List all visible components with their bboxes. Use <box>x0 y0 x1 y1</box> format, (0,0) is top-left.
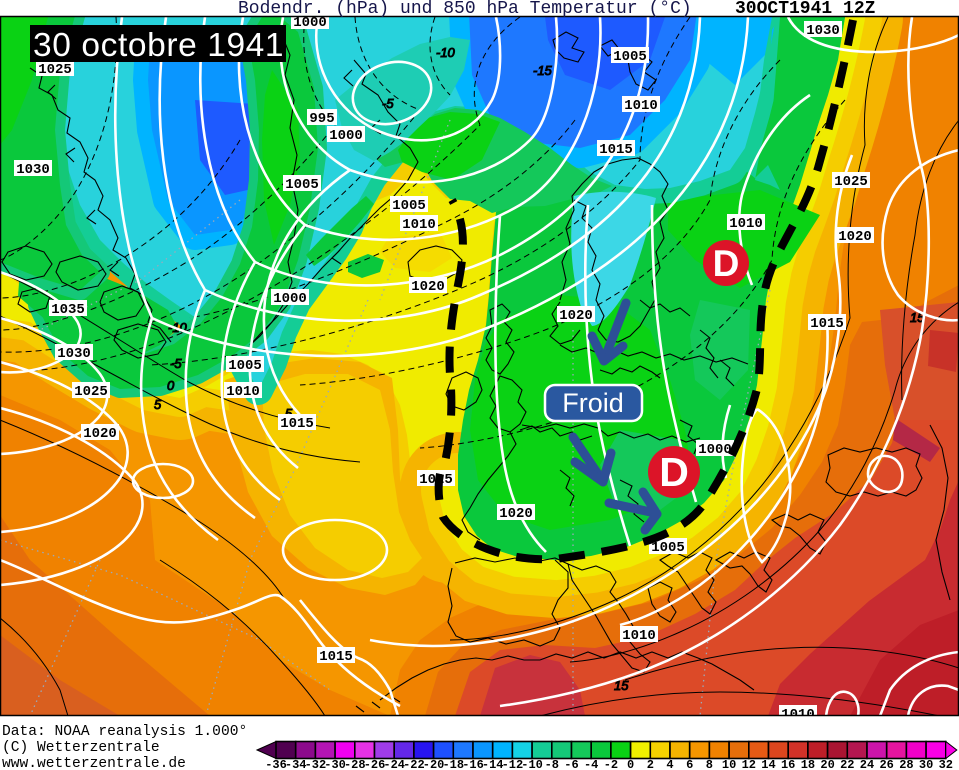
svg-text:Bodendr. (hPa) und 850 hPa Tem: Bodendr. (hPa) und 850 hPa Temperatur (°… <box>238 0 692 19</box>
svg-text:-22: -22 <box>403 758 425 770</box>
svg-text:1005: 1005 <box>228 358 262 374</box>
svg-text:1025: 1025 <box>38 62 72 78</box>
svg-text:24: 24 <box>860 758 874 770</box>
svg-text:1005: 1005 <box>613 49 647 65</box>
svg-text:-8: -8 <box>545 758 559 770</box>
svg-text:1010: 1010 <box>781 707 815 723</box>
svg-text:4: 4 <box>666 758 673 770</box>
svg-text:-12: -12 <box>502 758 524 770</box>
svg-text:-6: -6 <box>564 758 578 770</box>
svg-text:(C) Wetterzentrale: (C) Wetterzentrale <box>2 740 160 756</box>
svg-text:-5: -5 <box>170 356 182 371</box>
svg-text:5: 5 <box>154 397 162 412</box>
svg-text:1010: 1010 <box>622 628 656 644</box>
svg-text:20: 20 <box>820 758 834 770</box>
svg-text:1010: 1010 <box>729 216 763 232</box>
svg-text:-15: -15 <box>533 63 553 78</box>
svg-text:1000: 1000 <box>273 291 307 307</box>
svg-text:14: 14 <box>761 758 775 770</box>
svg-text:8: 8 <box>706 758 713 770</box>
svg-text:30: 30 <box>919 758 933 770</box>
svg-text:1010: 1010 <box>624 98 658 114</box>
svg-text:-5: -5 <box>382 96 394 111</box>
svg-text:1000: 1000 <box>293 15 327 31</box>
svg-text:1020: 1020 <box>83 426 117 442</box>
svg-text:30 octobre 1941: 30 octobre 1941 <box>33 27 284 64</box>
svg-text:1005: 1005 <box>285 177 319 193</box>
svg-text:-20: -20 <box>423 758 445 770</box>
svg-text:1020: 1020 <box>559 308 593 324</box>
svg-text:5: 5 <box>285 406 293 421</box>
svg-text:1020: 1020 <box>499 506 533 522</box>
svg-text:1015: 1015 <box>810 316 844 332</box>
svg-text:26: 26 <box>879 758 893 770</box>
svg-text:1020: 1020 <box>411 279 445 295</box>
svg-text:1025: 1025 <box>74 384 108 400</box>
svg-text:www.wetterzentrale.de: www.wetterzentrale.de <box>2 756 186 770</box>
svg-text:15: 15 <box>614 678 629 693</box>
svg-text:-4: -4 <box>584 758 598 770</box>
svg-text:0: 0 <box>627 758 634 770</box>
svg-text:-36: -36 <box>265 758 287 770</box>
svg-text:1005: 1005 <box>651 540 685 556</box>
svg-text:Froid: Froid <box>562 388 624 418</box>
svg-text:-30: -30 <box>324 758 346 770</box>
svg-text:0: 0 <box>167 378 175 393</box>
svg-text:995: 995 <box>309 111 334 127</box>
svg-text:1015: 1015 <box>599 142 633 158</box>
svg-text:1005: 1005 <box>392 198 426 214</box>
svg-text:1010: 1010 <box>402 217 436 233</box>
svg-text:30OCT1941 12Z: 30OCT1941 12Z <box>735 0 875 19</box>
svg-text:-26: -26 <box>364 758 386 770</box>
svg-text:1010: 1010 <box>226 384 260 400</box>
svg-text:1015: 1015 <box>319 649 353 665</box>
svg-text:-10: -10 <box>521 758 543 770</box>
svg-text:1025: 1025 <box>834 174 868 190</box>
svg-text:1000: 1000 <box>698 442 732 458</box>
svg-text:D: D <box>713 243 740 284</box>
svg-text:32: 32 <box>939 758 953 770</box>
svg-text:1030: 1030 <box>806 23 840 39</box>
svg-text:-28: -28 <box>344 758 366 770</box>
svg-text:28: 28 <box>899 758 913 770</box>
svg-text:-2: -2 <box>604 758 618 770</box>
svg-text:1030: 1030 <box>57 346 91 362</box>
svg-text:1000: 1000 <box>329 128 363 144</box>
svg-text:-34: -34 <box>285 758 307 770</box>
svg-text:-14: -14 <box>482 758 504 770</box>
svg-text:6: 6 <box>686 758 693 770</box>
svg-text:Data: NOAA reanalysis 1.000°: Data: NOAA reanalysis 1.000° <box>2 724 247 740</box>
svg-text:1035: 1035 <box>51 302 85 318</box>
svg-text:1015: 1015 <box>280 416 314 432</box>
svg-text:2: 2 <box>647 758 654 770</box>
svg-text:12: 12 <box>742 758 756 770</box>
svg-text:16: 16 <box>781 758 795 770</box>
svg-text:-24: -24 <box>383 758 405 770</box>
svg-text:-16: -16 <box>462 758 484 770</box>
svg-text:18: 18 <box>801 758 815 770</box>
svg-text:-32: -32 <box>305 758 327 770</box>
svg-text:10: 10 <box>722 758 736 770</box>
svg-text:D: D <box>659 449 689 495</box>
svg-text:22: 22 <box>840 758 854 770</box>
svg-text:-10: -10 <box>436 45 456 60</box>
svg-text:1020: 1020 <box>838 229 872 245</box>
svg-text:1030: 1030 <box>16 162 50 178</box>
svg-text:-18: -18 <box>442 758 464 770</box>
